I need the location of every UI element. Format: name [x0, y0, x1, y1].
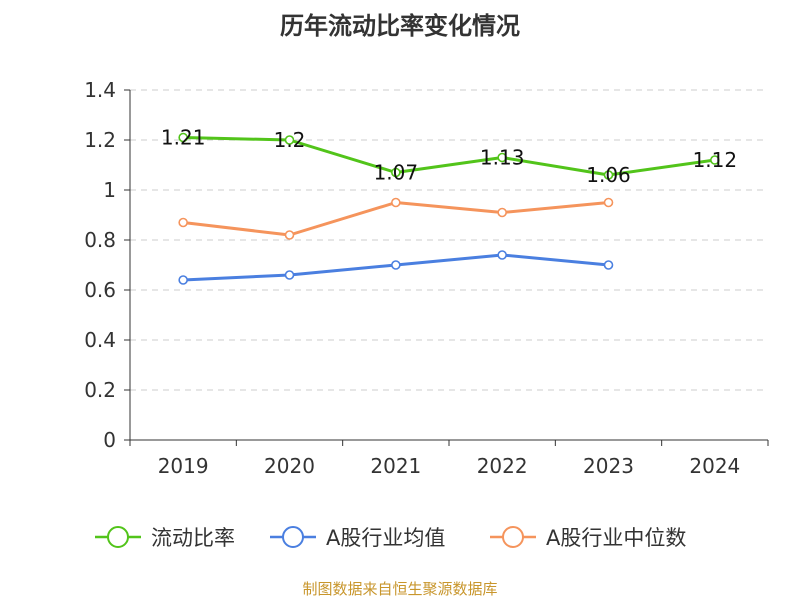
series-0	[178, 132, 720, 180]
data-label: 1.12	[693, 148, 738, 172]
data-point	[497, 250, 507, 260]
legend-label: 流动比率	[151, 526, 235, 550]
data-point	[603, 170, 614, 180]
data-point	[284, 230, 295, 240]
data-point	[497, 207, 507, 218]
legend-label: A股行业均值	[326, 526, 445, 550]
chart-title: 历年流动比率变化情况	[280, 12, 520, 40]
grid-layer	[130, 89, 768, 391]
x-tick-label: 2023	[583, 454, 634, 478]
series-layer	[178, 132, 720, 285]
legend: 流动比率 A股行业均值 A股行业中位数	[95, 526, 686, 550]
data-point	[603, 197, 614, 208]
x-tick-label: 2022	[477, 454, 528, 478]
source-note: 制图数据来自恒生聚源数据库	[302, 580, 498, 598]
series-1	[178, 250, 614, 285]
data-label: 1.21	[161, 126, 206, 150]
axis-layer: 0 0.2 0.4 0.6 0.8 1 1.2 1.4 2019 2020 2021 2022 2023…	[84, 78, 769, 478]
legend-marker-icon	[282, 526, 304, 548]
legend-marker-icon	[502, 526, 524, 548]
series-line	[182, 201, 609, 237]
legend-item[interactable]: A股行业中位数	[490, 526, 686, 550]
data-label: 1.2	[274, 128, 306, 152]
y-tick-label: 0.6	[84, 278, 116, 302]
data-point	[391, 260, 401, 270]
data-point	[178, 217, 188, 228]
data-label: 1.07	[374, 161, 419, 185]
legend-label: A股行业中位数	[546, 526, 686, 550]
data-label: 1.06	[586, 163, 631, 187]
series-line	[183, 136, 716, 177]
legend-marker-icon	[107, 526, 129, 548]
y-tick-label: 1.4	[84, 78, 116, 102]
data-point	[284, 135, 295, 145]
y-tick-label: 1.2	[84, 128, 116, 152]
series-2	[178, 197, 614, 240]
data-point	[391, 197, 401, 208]
legend-item[interactable]: 流动比率	[95, 526, 235, 550]
x-tick-label: 2020	[264, 454, 315, 478]
x-tick-label: 2019	[158, 454, 209, 478]
x-tick-label: 2024	[689, 454, 740, 478]
legend-item[interactable]: A股行业均值	[270, 526, 445, 550]
y-tick-label: 0.2	[84, 378, 116, 402]
data-label: 1.13	[480, 146, 525, 170]
y-tick-label: 0.4	[84, 328, 116, 352]
data-point	[178, 275, 188, 285]
data-point	[178, 132, 188, 143]
data-point	[497, 152, 507, 163]
y-tick-label: 1	[103, 178, 116, 202]
data-point	[710, 155, 720, 165]
data-point	[391, 167, 401, 178]
data-point	[603, 260, 614, 270]
x-tick-label: 2021	[370, 454, 421, 478]
y-tick-label: 0	[103, 428, 116, 452]
data-point	[284, 270, 295, 280]
y-tick-label: 0.8	[84, 228, 116, 252]
data-label-layer: 1.21 1.2 1.07 1.13 1.06 1.12	[161, 126, 737, 188]
